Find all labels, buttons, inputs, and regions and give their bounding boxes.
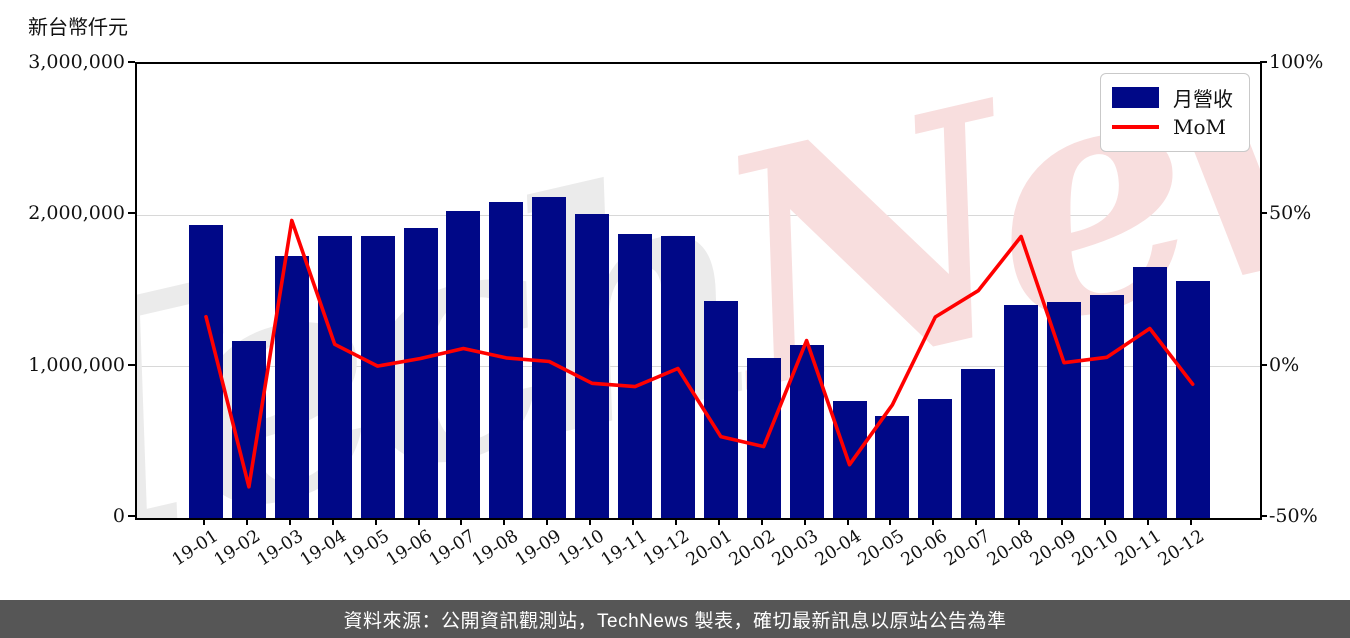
- y-axis-unit-note: 新台幣仟元: [28, 15, 128, 39]
- revenue-bar-19-01: [189, 225, 223, 518]
- left-axis-tick: [128, 61, 135, 63]
- left-axis-tick-label: 0: [112, 505, 125, 527]
- source-footer: 資料來源：公開資訊觀測站，TechNews 製表，確切最新訊息以原站公告為準: [0, 600, 1350, 638]
- x-axis-tick: [1103, 518, 1106, 525]
- revenue-bar-20-06: [918, 398, 953, 518]
- x-axis-tick: [288, 518, 291, 525]
- right-axis-tick: [1260, 212, 1267, 215]
- x-axis-tick: [245, 518, 248, 525]
- x-axis-tick: [1061, 518, 1063, 525]
- revenue-bar-20-07: [961, 368, 996, 518]
- right-axis-tick-label: 50%: [1269, 202, 1312, 225]
- revenue-bar-19-04: [317, 236, 352, 518]
- revenue-bar-19-06: [403, 228, 438, 518]
- x-axis-tick: [1189, 518, 1192, 525]
- x-axis-tick: [203, 518, 205, 525]
- revenue-bar-19-10: [575, 214, 610, 518]
- right-axis-tick-label: 0%: [1269, 353, 1300, 376]
- x-axis-label: 20-12: [1155, 526, 1209, 571]
- revenue-bar-20-09: [1047, 301, 1081, 518]
- left-axis-tick: [128, 212, 135, 215]
- revenue-bar-19-11: [618, 234, 652, 518]
- right-axis-tick-label: -50%: [1269, 505, 1318, 527]
- left-axis-tick-label: 2,000,000: [28, 202, 125, 225]
- legend: 月營收 MoM: [1100, 73, 1250, 152]
- x-axis-tick: [760, 518, 763, 525]
- x-axis-tick: [331, 518, 334, 525]
- x-axis-tick: [503, 518, 506, 525]
- revenue-bar-20-08: [1004, 304, 1039, 518]
- x-axis-label-anchor: 20-12: [1025, 522, 1208, 570]
- plot-area: TechNews 月營收 MoM: [135, 62, 1262, 520]
- source-footer-text: 資料來源：公開資訊觀測站，TechNews 製表，確切最新訊息以原站公告為準: [343, 610, 1007, 632]
- revenue-bar-20-01: [703, 300, 738, 518]
- legend-bar-swatch: [1112, 86, 1159, 108]
- x-axis-tick: [589, 518, 592, 525]
- mom-line: [204, 218, 1195, 489]
- revenue-bar-19-12: [660, 235, 695, 518]
- legend-item-revenue: 月營收: [1112, 82, 1233, 112]
- right-axis-tick-label: 100%: [1269, 51, 1324, 73]
- right-axis-tick: [1260, 363, 1267, 366]
- revenue-bar-20-05: [875, 415, 910, 518]
- left-axis-tick: [128, 515, 135, 517]
- gridline: [137, 214, 1260, 217]
- x-axis-tick: [1018, 518, 1021, 525]
- left-axis-tick-label: 3,000,000: [28, 51, 125, 73]
- mom-line-chart: [204, 218, 1195, 489]
- x-axis-tick: [717, 518, 720, 525]
- legend-line-swatch: [1112, 125, 1159, 129]
- legend-line-label: MoM: [1173, 115, 1226, 139]
- revenue-bar-19-07: [446, 210, 481, 518]
- x-axis-tick: [417, 518, 420, 525]
- x-axis-tick: [975, 518, 978, 525]
- right-axis-tick: [1260, 61, 1267, 63]
- legend-item-mom: MoM: [1112, 112, 1233, 142]
- revenue-bar-20-02: [746, 358, 781, 518]
- x-axis-tick: [546, 518, 549, 525]
- left-axis-tick-label: 1,000,000: [28, 353, 125, 376]
- x-axis-tick: [374, 518, 377, 525]
- x-axis-tick: [632, 518, 634, 525]
- x-axis-tick: [932, 518, 935, 525]
- legend-bar-label: 月營收: [1173, 86, 1233, 111]
- x-axis-tick: [460, 518, 463, 525]
- x-axis-tick: [674, 518, 677, 525]
- revenue-bar-20-11: [1132, 266, 1167, 518]
- x-axis-tick: [889, 518, 892, 525]
- revenue-bar-20-10: [1089, 295, 1124, 518]
- x-axis-tick: [803, 518, 806, 525]
- revenue-bar-20-12: [1175, 281, 1210, 518]
- revenue-bar-19-09: [532, 196, 567, 518]
- x-axis-tick: [846, 518, 849, 525]
- right-axis-tick: [1260, 515, 1267, 517]
- revenue-bar-19-05: [360, 235, 395, 518]
- left-axis-tick: [128, 363, 135, 366]
- gridline: [137, 365, 1260, 368]
- x-axis-tick: [1146, 518, 1149, 525]
